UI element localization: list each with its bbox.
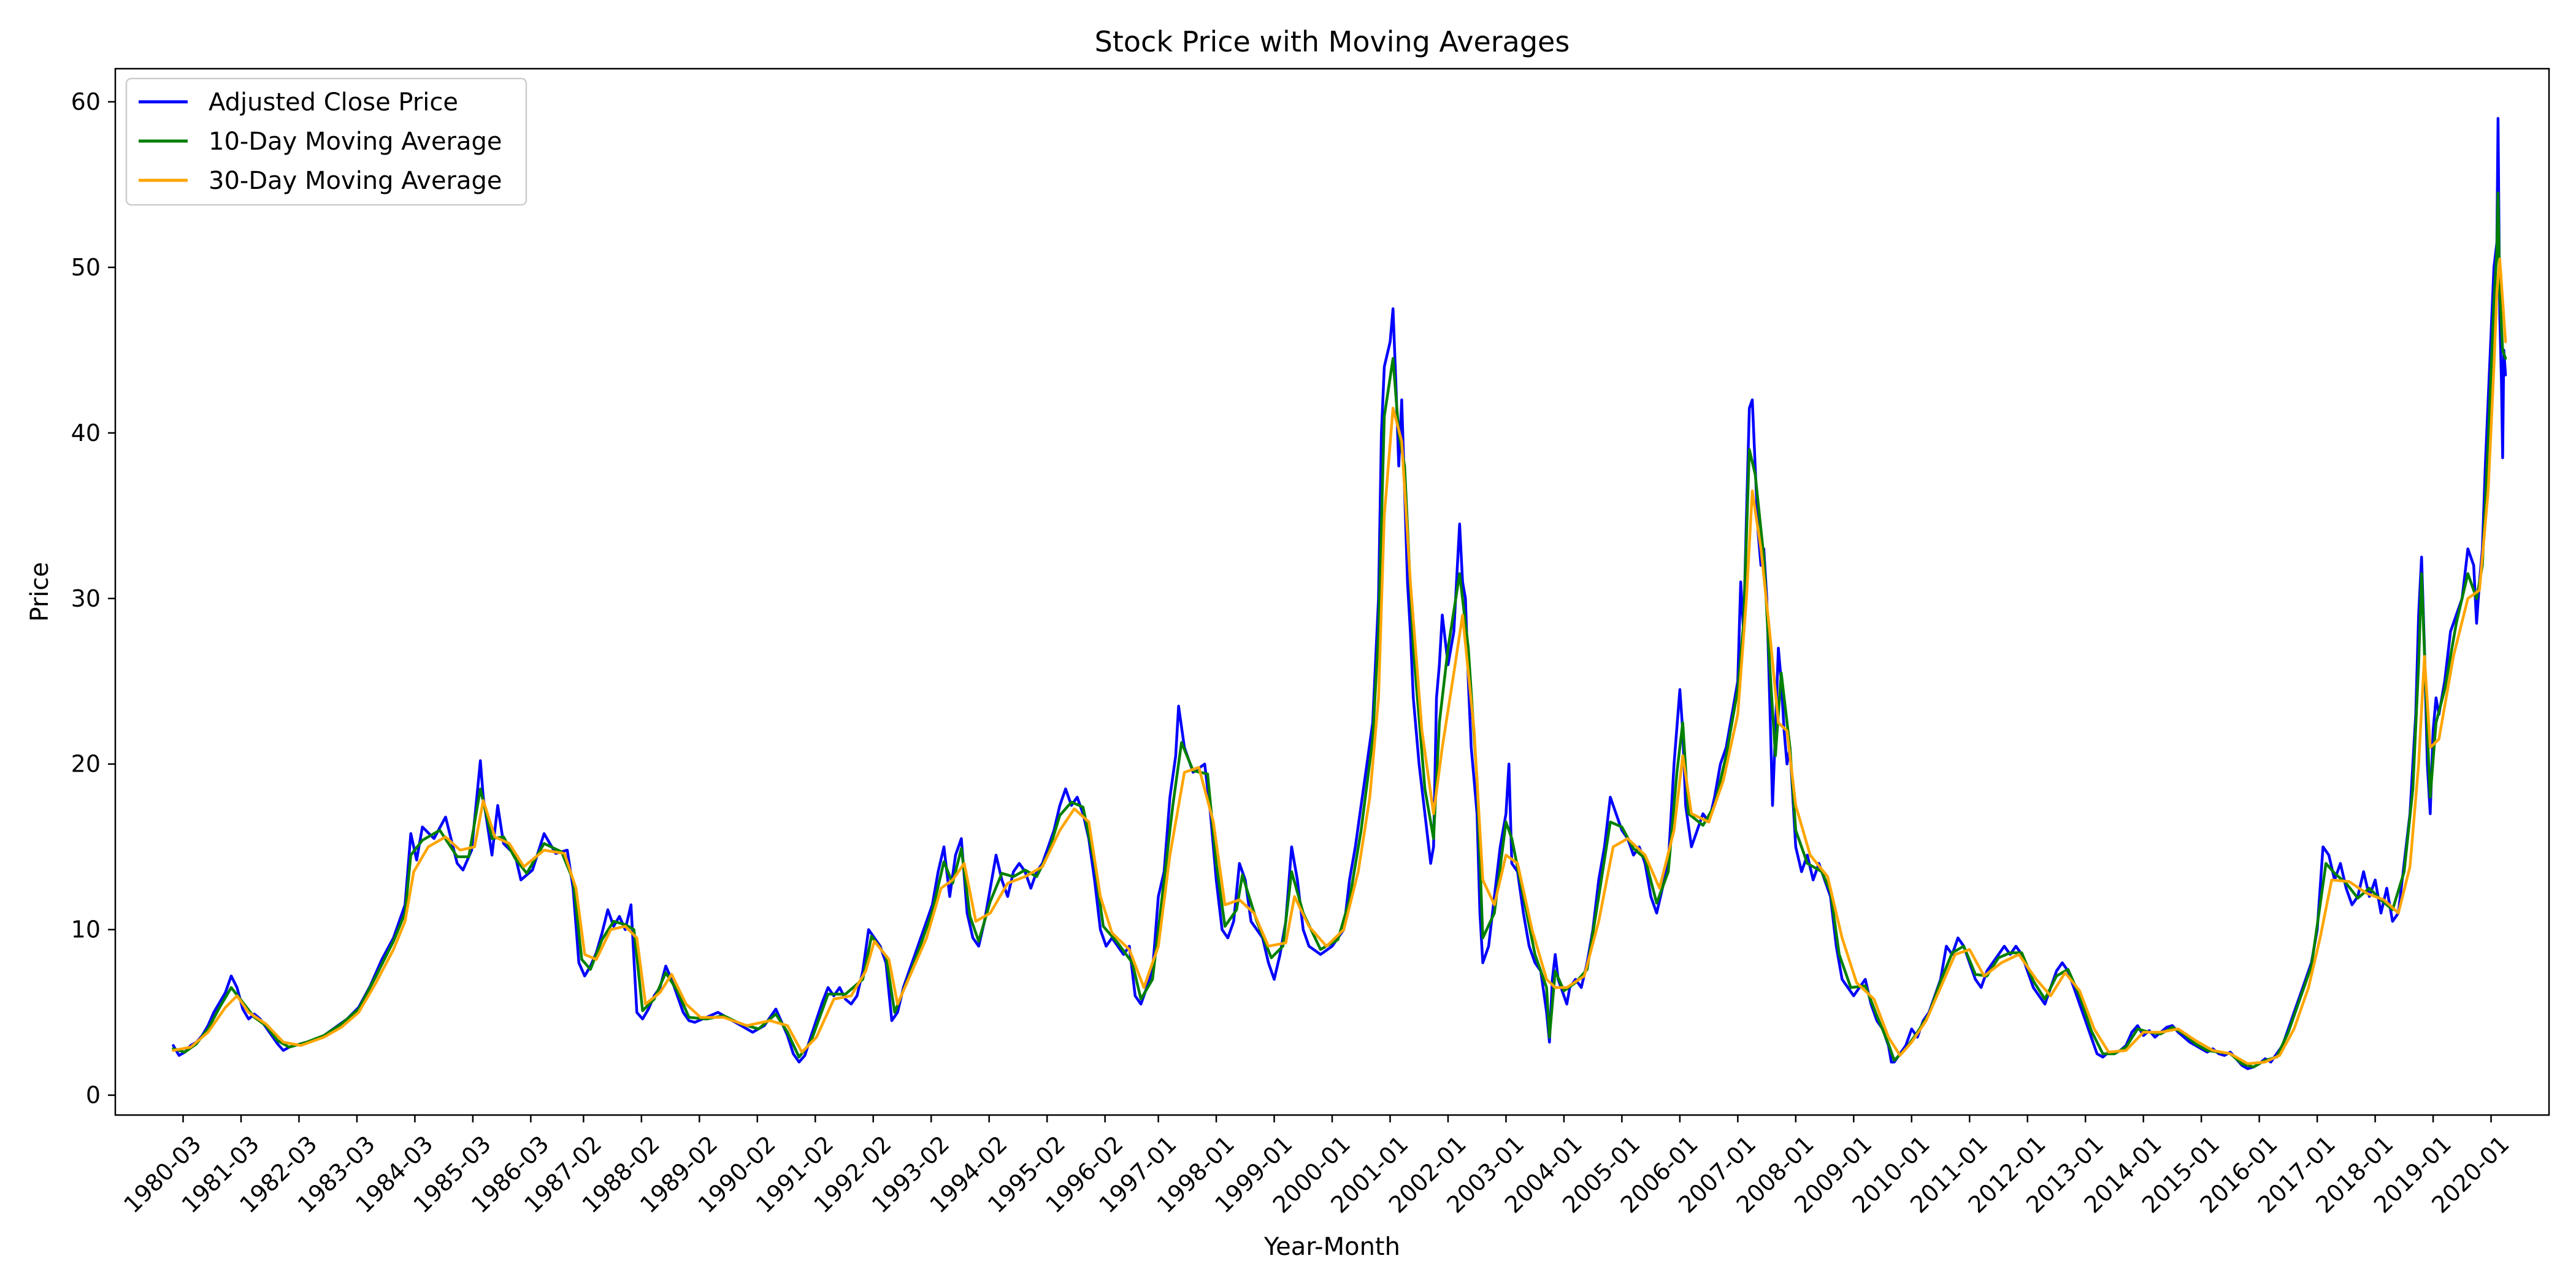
y-tick-label: 50: [71, 254, 101, 281]
series-line-3: [172, 258, 2507, 1065]
legend-box: [125, 77, 527, 206]
y-tick-label: 20: [71, 751, 101, 778]
y-tick-label: 10: [71, 916, 101, 943]
y-tick-label: 0: [86, 1082, 101, 1109]
y-axis-label: Price: [26, 562, 54, 622]
series-line-2: [172, 191, 2507, 1068]
y-tick-label: 40: [71, 420, 101, 447]
legend-label-2: 10-Day Moving Average: [209, 128, 502, 156]
plot-area: [172, 117, 2507, 1070]
legend-label-3: 30-Day Moving Average: [209, 167, 502, 195]
series-layer: [172, 117, 2507, 1070]
legend: Adjusted Close Price 10-Day Moving Averag…: [125, 77, 527, 206]
legend-label-1: Adjusted Close Price: [209, 88, 458, 117]
series-line-1: [172, 117, 2507, 1070]
chart-title: Stock Price with Moving Averages: [1095, 25, 1570, 58]
x-axis-label: Year-Month: [1263, 1233, 1400, 1261]
y-tick-label: 60: [71, 88, 101, 115]
y-tick-label: 30: [71, 585, 101, 612]
y-axis: 0 10 20 30 40 50 60: [71, 88, 115, 1109]
